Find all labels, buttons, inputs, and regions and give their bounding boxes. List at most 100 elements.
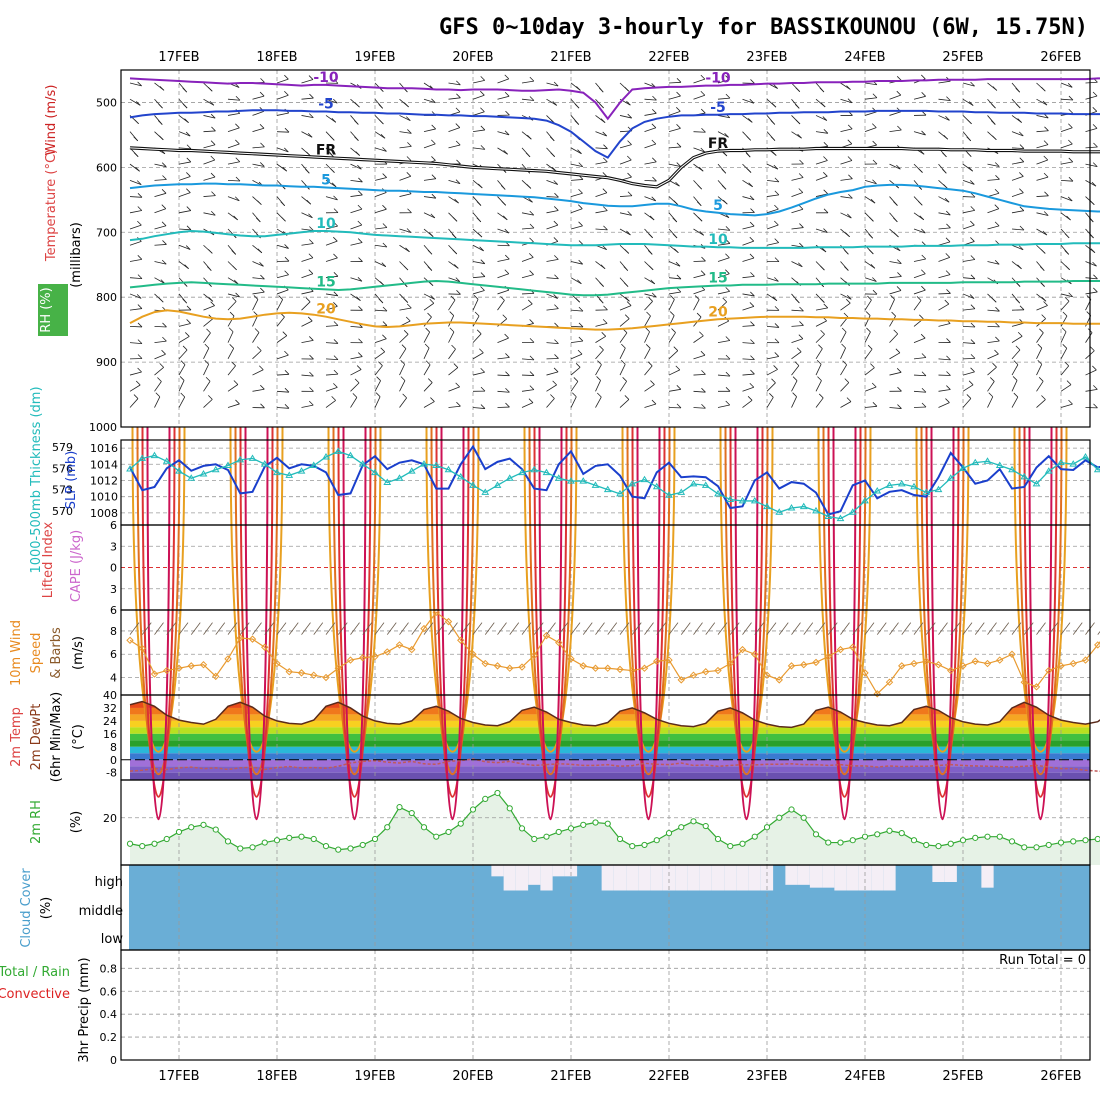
upper-wind-barb-flag xyxy=(208,249,213,254)
upper-wind-barb-flag xyxy=(749,195,755,201)
slp-tick-label: 1008 xyxy=(90,507,118,520)
wind-speed-marker xyxy=(126,636,134,644)
upper-wind-barb xyxy=(840,196,853,199)
rh-marker xyxy=(776,814,783,821)
upper-wind-barb xyxy=(350,325,363,328)
temp-tick-label: 0 xyxy=(110,754,117,767)
wind-speed-marker xyxy=(224,655,232,663)
cloud-clear-gap xyxy=(724,865,737,891)
upper-wind-barb xyxy=(374,351,385,360)
upper-wind-barb-flag xyxy=(480,259,486,264)
upper-wind-barb-flag xyxy=(136,294,142,299)
upper-wind-barb-flag xyxy=(554,274,559,280)
thickness-marker xyxy=(995,461,1004,468)
upper-wind-barb-flag xyxy=(676,385,682,390)
rh-marker xyxy=(1070,838,1077,845)
thickness-marker xyxy=(1069,460,1078,467)
upper-wind-barb xyxy=(546,82,559,87)
upper-wind-barb-flag xyxy=(331,118,337,123)
upper-wind-barb-flag xyxy=(994,204,1000,209)
wind-speed-marker xyxy=(800,661,808,669)
upper-wind-barb xyxy=(962,293,975,299)
upper-wind-barb xyxy=(742,225,755,230)
upper-wind-barb-flag xyxy=(891,311,896,317)
upper-wind-barb xyxy=(1036,228,1048,236)
isotherm-label: 20 xyxy=(316,302,336,318)
upper-wind-barb-flag xyxy=(966,136,972,142)
upper-wind-barb xyxy=(962,259,975,262)
rh-marker xyxy=(629,843,636,850)
upper-wind-barb-flag xyxy=(529,385,535,390)
upper-wind-barb xyxy=(742,399,753,408)
upper-wind-barb xyxy=(791,380,798,392)
upper-wind-barb xyxy=(129,179,142,185)
isotherm-label: 5 xyxy=(321,172,331,188)
upper-wind-barb xyxy=(497,374,510,377)
upper-wind-barb xyxy=(546,293,558,299)
thickness-marker xyxy=(493,481,502,488)
upper-wind-barb-flag xyxy=(749,236,755,242)
slp-line xyxy=(129,444,1100,516)
upper-wind-barb-flag xyxy=(333,208,339,213)
wind-barb xyxy=(129,622,140,635)
rh-marker xyxy=(837,839,844,846)
upper-wind-barb xyxy=(791,309,804,312)
upper-wind-barb xyxy=(129,398,139,408)
upper-wind-barb xyxy=(129,277,142,280)
wind-barb xyxy=(533,622,544,635)
upper-wind-barb-flag xyxy=(505,110,510,116)
thickness-marker xyxy=(334,447,343,454)
upper-wind-barb-flag xyxy=(235,399,240,405)
upper-wind-barb-flag xyxy=(774,204,779,210)
upper-wind-barb-flag xyxy=(988,392,994,398)
upper-wind-barb xyxy=(570,261,583,265)
upper-wind-barb-flag xyxy=(284,244,289,249)
thickness-marker xyxy=(211,465,220,473)
upper-wind-barb xyxy=(301,340,314,344)
upper-wind-barb xyxy=(546,371,559,376)
upper-wind-barb-flag xyxy=(209,100,215,106)
upper-wind-barb-flag xyxy=(1040,282,1045,287)
upper-wind-barb-flag xyxy=(425,360,431,366)
upper-wind-barb-flag xyxy=(725,239,731,244)
upper-wind-barb xyxy=(1060,143,1073,149)
upper-wind-barb xyxy=(693,147,705,153)
upper-wind-barb-flag xyxy=(596,376,601,381)
date-label-top: 21FEB xyxy=(550,50,591,65)
cloud-clear-gap xyxy=(650,865,663,891)
upper-wind-barb-flag xyxy=(455,107,461,113)
date-label-top: 25FEB xyxy=(942,50,983,65)
upper-wind-barb-flag xyxy=(799,321,804,326)
upper-wind-barb-flag xyxy=(1019,206,1025,211)
wind-barb xyxy=(803,622,814,635)
upper-wind-barb-flag xyxy=(480,107,485,113)
rh-marker xyxy=(898,830,905,837)
upper-wind-barb-flag xyxy=(477,232,483,238)
date-label-bottom: 20FEB xyxy=(452,1069,493,1084)
surface-temp-contour xyxy=(327,426,382,753)
upper-wind-barb-flag xyxy=(161,204,167,209)
upper-wind-barb-flag xyxy=(600,264,606,270)
upper-wind-barb xyxy=(693,335,704,343)
upper-wind-barb xyxy=(1011,228,1024,231)
thickness-tick-label: 570 xyxy=(52,505,73,518)
upper-wind-barb-flag xyxy=(749,382,755,388)
upper-wind-barb xyxy=(374,309,387,312)
upper-wind-barb xyxy=(325,180,337,188)
upper-wind-barb xyxy=(350,208,363,214)
upper-wind-barb xyxy=(815,320,827,327)
upper-wind-barb xyxy=(987,261,1000,265)
upper-wind-barb xyxy=(325,386,338,392)
upper-wind-barb-flag xyxy=(378,104,383,109)
upper-wind-barb-flag xyxy=(872,402,878,407)
upper-wind-barb-flag xyxy=(699,231,704,236)
upper-wind-barb-flag xyxy=(526,184,532,189)
thickness-marker xyxy=(1081,453,1090,460)
cloud-clear-gap xyxy=(626,865,639,891)
upper-wind-barb xyxy=(938,402,950,408)
cloud-clear-gap xyxy=(981,865,994,888)
upper-wind-barb xyxy=(203,159,215,165)
upper-wind-barb-flag xyxy=(871,382,877,388)
upper-wind-barb-flag xyxy=(480,76,485,81)
upper-wind-barb-flag xyxy=(407,303,412,309)
